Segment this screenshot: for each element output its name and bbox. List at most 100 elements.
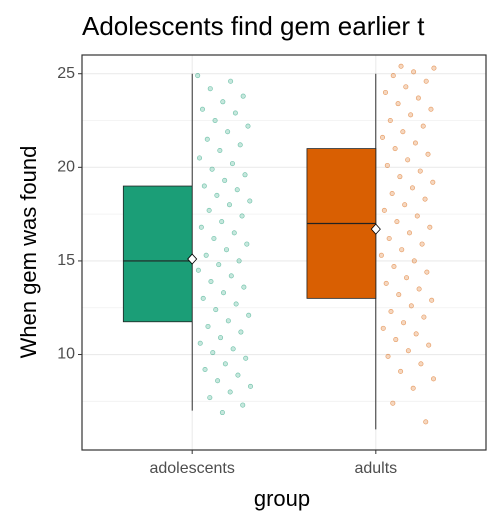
point: [398, 63, 404, 69]
x-tick-label: adolescents: [149, 460, 234, 477]
point: [203, 252, 209, 258]
point: [412, 140, 418, 146]
point: [408, 303, 414, 309]
point: [197, 155, 203, 161]
point: [209, 166, 215, 172]
point: [229, 161, 235, 167]
y-tick-label: 15: [57, 252, 75, 269]
point: [415, 95, 421, 101]
point: [414, 213, 420, 219]
point: [219, 410, 225, 416]
x-axis-title: group: [254, 486, 310, 511]
point: [204, 136, 210, 142]
point: [402, 202, 408, 208]
point: [411, 258, 417, 264]
point: [245, 123, 251, 129]
point: [228, 78, 234, 84]
point: [424, 269, 430, 275]
point: [195, 267, 201, 273]
point: [225, 129, 231, 135]
point: [226, 202, 232, 208]
point: [428, 106, 434, 112]
mean: [187, 253, 198, 265]
point: [239, 213, 245, 219]
point: [404, 275, 410, 281]
point: [198, 224, 204, 230]
point: [236, 258, 242, 264]
point: [400, 129, 406, 135]
point: [231, 230, 237, 236]
point: [416, 286, 422, 292]
point: [429, 297, 435, 303]
point: [227, 389, 233, 395]
point: [199, 106, 205, 112]
point: [195, 73, 201, 79]
point: [410, 385, 416, 391]
point: [230, 346, 236, 352]
point: [390, 73, 396, 79]
point: [228, 273, 234, 279]
y-tick-label: 25: [57, 65, 75, 82]
point: [380, 325, 386, 331]
point: [207, 395, 213, 401]
point: [243, 355, 249, 361]
point: [389, 191, 395, 197]
point: [233, 301, 239, 307]
point: [205, 323, 211, 329]
point: [405, 157, 411, 163]
point: [206, 207, 212, 213]
point: [247, 198, 253, 204]
point: [222, 361, 228, 367]
point: [215, 378, 221, 384]
point: [235, 372, 241, 378]
point: [431, 376, 437, 382]
point: [200, 295, 206, 301]
point: [242, 172, 248, 178]
point: [234, 187, 240, 193]
point: [210, 350, 216, 356]
point: [220, 99, 226, 105]
point: [396, 292, 402, 298]
point: [423, 419, 429, 425]
point: [381, 207, 387, 213]
panel-border: [81, 54, 487, 451]
point: [212, 118, 218, 124]
point: [208, 279, 214, 285]
point: [221, 290, 227, 296]
point: [408, 112, 414, 118]
point: [232, 110, 238, 116]
point: [391, 264, 397, 270]
point: [248, 383, 254, 389]
point: [392, 146, 398, 152]
point: [240, 402, 246, 408]
y-tick-label: 10: [57, 346, 75, 363]
point: [246, 312, 252, 318]
point: [216, 262, 222, 268]
point: [388, 308, 394, 314]
point: [383, 280, 389, 286]
point: [202, 367, 208, 373]
point: [382, 89, 388, 95]
point: [218, 335, 224, 341]
box: [122, 185, 193, 323]
point: [393, 337, 399, 343]
point: [237, 142, 243, 148]
point: [397, 174, 403, 180]
point: [197, 340, 203, 346]
point: [422, 196, 428, 202]
point: [399, 247, 405, 253]
point: [201, 183, 207, 189]
point: [241, 284, 247, 290]
point: [390, 400, 396, 406]
point: [421, 314, 427, 320]
point: [401, 320, 407, 326]
point: [219, 219, 225, 225]
point: [403, 84, 409, 90]
point: [420, 123, 426, 129]
point: [225, 318, 231, 324]
point: [413, 331, 419, 337]
point: [222, 177, 228, 183]
mean: [370, 223, 381, 235]
point: [240, 93, 246, 99]
